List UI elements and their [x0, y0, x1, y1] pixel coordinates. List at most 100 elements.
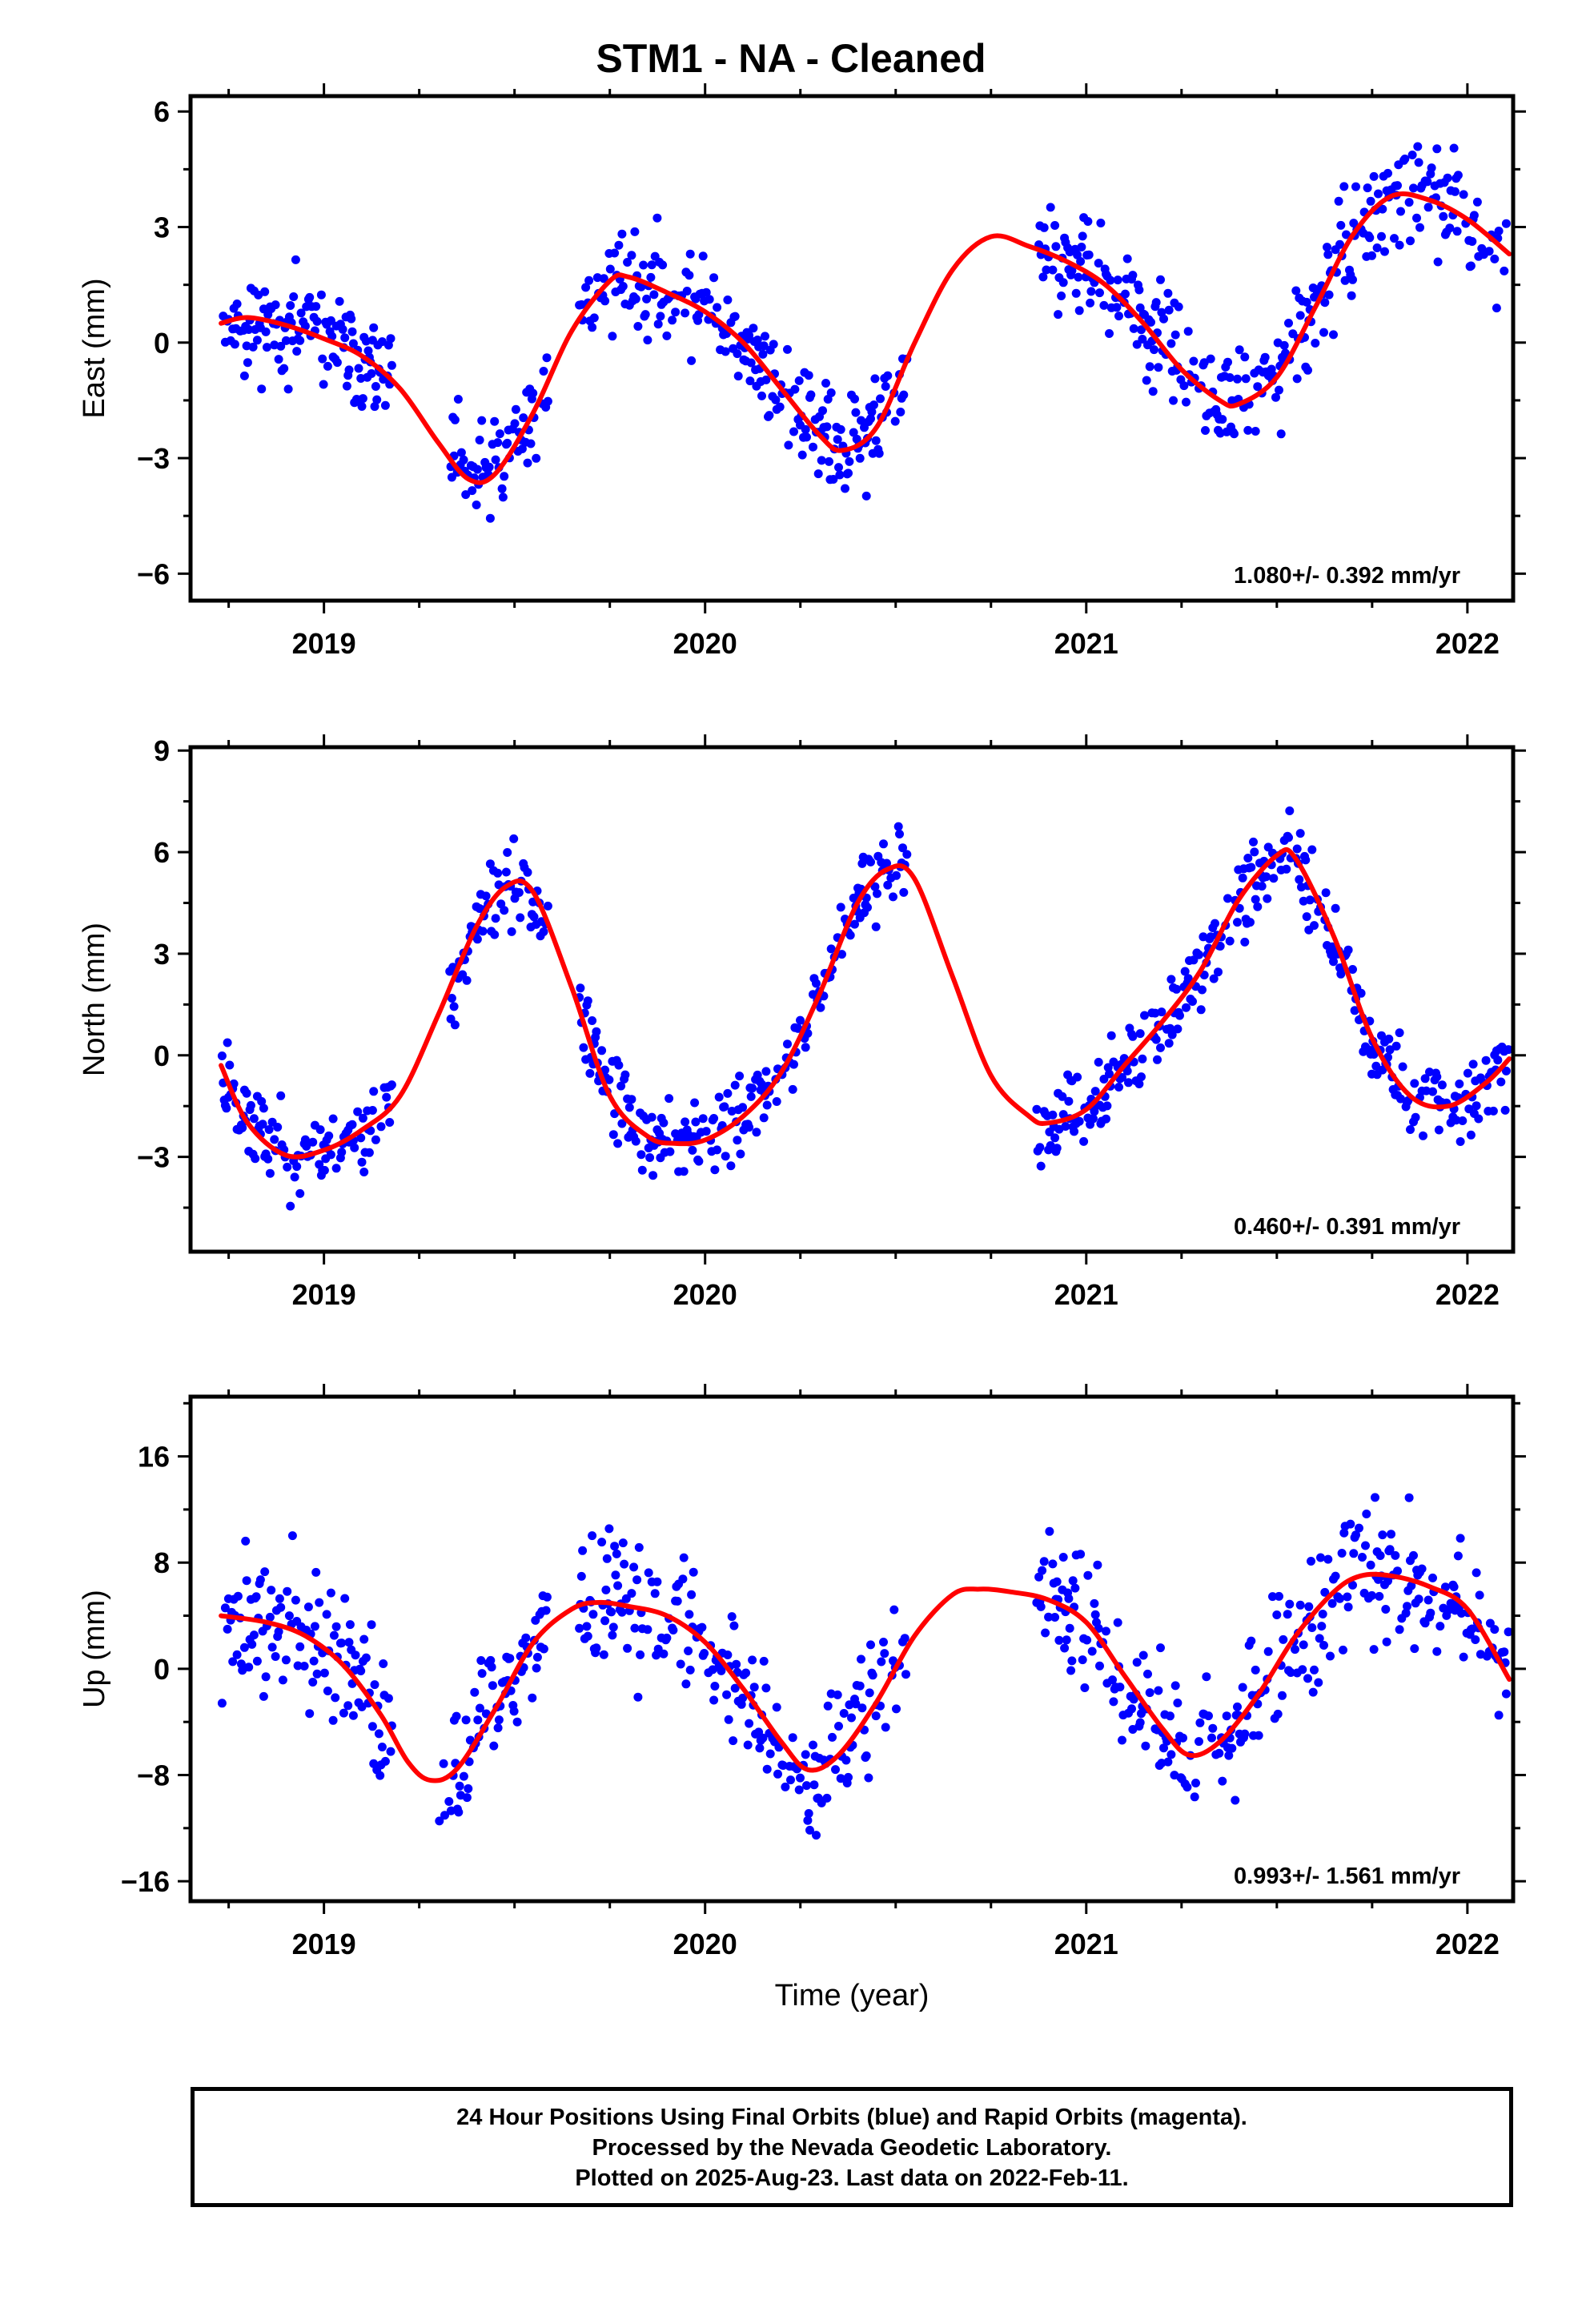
data-point — [748, 1655, 757, 1665]
data-point — [738, 1103, 748, 1112]
data-point — [1449, 1582, 1459, 1591]
data-point — [1273, 1709, 1283, 1719]
data-point — [295, 336, 305, 345]
data-point — [1138, 1054, 1147, 1063]
data-point — [539, 367, 548, 376]
data-point — [386, 1747, 396, 1756]
data-point — [452, 1711, 461, 1721]
data-point — [1501, 1689, 1511, 1699]
data-point — [597, 1046, 607, 1055]
data-point — [656, 312, 665, 321]
data-point — [1050, 221, 1060, 230]
data-point — [723, 1088, 733, 1098]
data-point — [347, 327, 357, 336]
data-point — [1066, 1666, 1076, 1675]
data-point — [343, 1701, 353, 1711]
data-point — [1404, 198, 1414, 207]
data-point — [1284, 833, 1293, 842]
data-point — [453, 395, 463, 404]
data-point — [608, 332, 617, 341]
data-point — [326, 1588, 335, 1598]
data-point — [489, 1741, 499, 1751]
data-point — [1140, 1011, 1149, 1020]
data-point — [671, 1129, 681, 1139]
data-point — [1079, 1136, 1089, 1146]
data-point — [1087, 1647, 1097, 1656]
data-point — [669, 1626, 678, 1634]
data-point — [450, 1020, 460, 1030]
data-point — [1484, 247, 1494, 256]
data-point — [232, 1650, 242, 1659]
data-point — [493, 438, 503, 448]
data-point — [1135, 1718, 1145, 1727]
data-point — [581, 283, 591, 292]
data-point — [1319, 328, 1328, 337]
data-point — [1382, 1637, 1391, 1647]
data-point — [690, 1098, 700, 1108]
data-point — [1369, 171, 1379, 181]
data-point — [576, 1571, 586, 1581]
data-point — [284, 1611, 294, 1621]
data-point — [1105, 329, 1114, 338]
x-tick-label: 2021 — [1054, 1278, 1118, 1311]
data-point — [238, 1123, 247, 1132]
data-point — [1215, 942, 1225, 951]
data-point — [1385, 1045, 1395, 1055]
data-point — [383, 1694, 393, 1703]
data-point — [1434, 1125, 1443, 1135]
data-point — [295, 1642, 305, 1651]
data-point — [857, 416, 865, 425]
data-point — [1305, 895, 1315, 905]
data-point — [681, 1117, 690, 1127]
data-point — [1077, 243, 1086, 251]
data-point — [1459, 190, 1468, 199]
data-point — [251, 1592, 261, 1602]
data-point — [461, 1715, 471, 1725]
data-point — [324, 1131, 334, 1140]
data-point — [476, 1656, 486, 1665]
data-point — [1073, 250, 1082, 259]
data-point — [1428, 1573, 1437, 1582]
data-point — [464, 1784, 473, 1793]
data-point — [291, 1595, 300, 1605]
data-point — [1311, 339, 1320, 348]
data-point — [1238, 1683, 1247, 1692]
y-tick-label: 16 — [138, 1441, 170, 1474]
data-point — [1145, 1688, 1154, 1698]
data-point — [733, 1136, 742, 1145]
data-point — [592, 1027, 601, 1036]
data-point — [1195, 1718, 1205, 1727]
data-point — [775, 402, 785, 412]
data-point — [1183, 974, 1193, 983]
data-point — [1301, 855, 1311, 865]
data-point — [383, 340, 393, 350]
y-tick-label: −3 — [137, 1141, 170, 1174]
data-point — [1132, 1658, 1142, 1667]
data-point — [1114, 1083, 1123, 1092]
data-point — [1284, 319, 1293, 328]
y-axis-label: East (mm) — [78, 278, 111, 418]
data-point — [761, 1683, 771, 1693]
data-point — [1180, 967, 1190, 976]
data-point — [1058, 1092, 1067, 1101]
data-point — [276, 341, 286, 351]
data-point — [300, 1135, 310, 1144]
data-point — [1358, 1553, 1367, 1562]
data-point — [741, 1668, 751, 1678]
data-point — [316, 290, 326, 300]
data-point — [356, 1667, 366, 1675]
data-point — [783, 344, 792, 354]
data-point — [1225, 373, 1235, 382]
y-tick-label: 0 — [154, 327, 170, 360]
data-point — [589, 313, 599, 323]
data-point — [1086, 298, 1095, 308]
data-point — [1413, 142, 1423, 151]
data-point — [271, 1652, 280, 1661]
data-point — [357, 1702, 367, 1711]
data-point — [727, 1612, 737, 1622]
data-point — [679, 1167, 689, 1176]
data-point — [1327, 1598, 1337, 1608]
data-point — [1095, 288, 1104, 298]
data-point — [588, 1531, 597, 1541]
data-point — [529, 912, 539, 922]
